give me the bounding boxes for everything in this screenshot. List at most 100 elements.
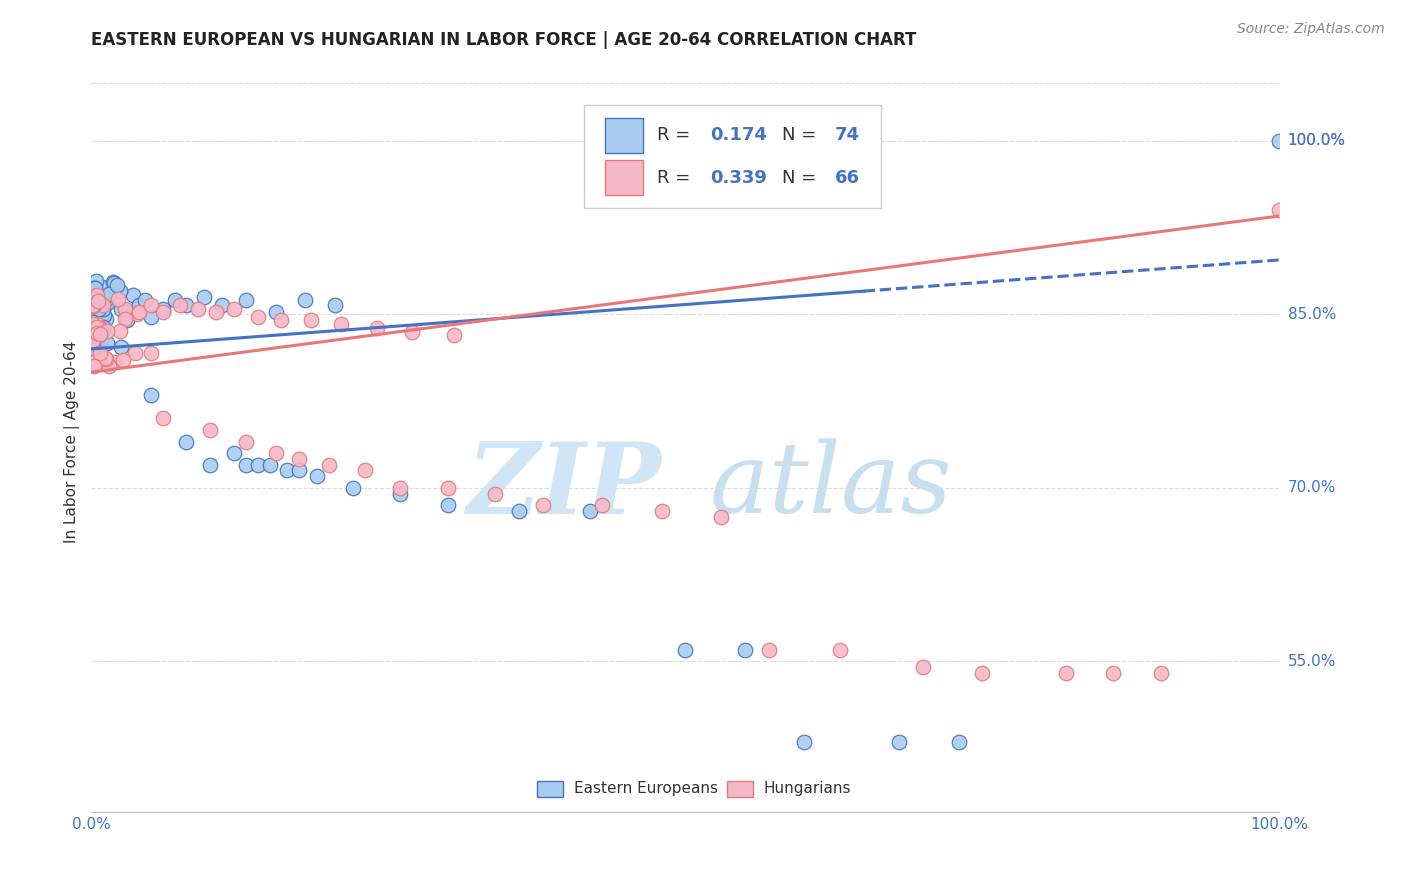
Point bbox=[1054, 665, 1077, 680]
Point bbox=[734, 642, 756, 657]
Point bbox=[87, 328, 110, 343]
Point bbox=[82, 315, 104, 329]
Point bbox=[1149, 665, 1171, 680]
Point bbox=[96, 311, 118, 326]
Point bbox=[96, 296, 118, 310]
Text: 66: 66 bbox=[835, 169, 860, 186]
Point bbox=[235, 458, 257, 472]
Point bbox=[323, 298, 346, 312]
Point bbox=[90, 333, 112, 347]
Point bbox=[93, 290, 115, 304]
Text: 0.339: 0.339 bbox=[710, 169, 768, 186]
Point bbox=[82, 284, 104, 298]
Point bbox=[82, 326, 104, 340]
FancyBboxPatch shape bbox=[585, 104, 882, 209]
Point bbox=[110, 301, 132, 316]
Point bbox=[353, 463, 375, 477]
Point bbox=[82, 341, 104, 355]
Point bbox=[828, 642, 851, 657]
Point bbox=[91, 298, 114, 312]
Point bbox=[91, 301, 114, 316]
Point bbox=[83, 336, 105, 351]
Point bbox=[114, 312, 136, 326]
Point bbox=[436, 498, 458, 512]
Point bbox=[288, 451, 311, 466]
Point bbox=[98, 359, 121, 373]
FancyBboxPatch shape bbox=[605, 160, 643, 195]
Point bbox=[793, 735, 815, 749]
Point bbox=[329, 317, 352, 331]
Point bbox=[307, 469, 329, 483]
Point bbox=[128, 298, 150, 312]
Point bbox=[139, 345, 162, 359]
Point bbox=[200, 423, 222, 437]
Point bbox=[591, 498, 613, 512]
Point bbox=[139, 310, 162, 324]
Point bbox=[205, 305, 228, 319]
Point bbox=[86, 333, 108, 347]
Point bbox=[83, 293, 105, 307]
Point bbox=[270, 313, 292, 327]
Point bbox=[82, 318, 104, 332]
Point bbox=[389, 481, 412, 495]
Point bbox=[152, 305, 174, 319]
Point bbox=[93, 308, 115, 322]
Point bbox=[139, 298, 162, 312]
Point bbox=[484, 486, 506, 500]
Point bbox=[235, 293, 257, 308]
Point bbox=[86, 320, 108, 334]
Point bbox=[82, 295, 104, 310]
Point bbox=[87, 293, 110, 308]
Point bbox=[187, 301, 209, 316]
Text: 74: 74 bbox=[835, 127, 860, 145]
Point bbox=[124, 346, 146, 360]
Point bbox=[84, 274, 107, 288]
Point bbox=[83, 286, 105, 301]
Point bbox=[176, 298, 198, 312]
Text: 100.0%: 100.0% bbox=[1288, 133, 1346, 148]
Point bbox=[82, 298, 104, 312]
Point bbox=[86, 326, 108, 340]
Point bbox=[86, 337, 108, 351]
Point bbox=[443, 328, 465, 343]
Point bbox=[84, 354, 107, 368]
Text: 55.0%: 55.0% bbox=[1288, 654, 1336, 669]
Point bbox=[193, 290, 215, 304]
Point bbox=[758, 642, 780, 657]
Point bbox=[87, 327, 110, 342]
Point bbox=[294, 293, 316, 308]
Point bbox=[83, 298, 105, 312]
Point bbox=[86, 287, 108, 301]
Point bbox=[673, 642, 696, 657]
Point bbox=[82, 299, 104, 313]
FancyBboxPatch shape bbox=[537, 780, 562, 797]
Point bbox=[276, 463, 298, 477]
Point bbox=[87, 301, 110, 316]
Point bbox=[318, 458, 340, 472]
Point bbox=[125, 307, 148, 321]
Point bbox=[103, 275, 125, 289]
Point bbox=[91, 280, 114, 294]
Point bbox=[366, 321, 388, 335]
Point bbox=[91, 320, 114, 334]
Point bbox=[401, 325, 423, 339]
Point bbox=[89, 346, 111, 360]
Point bbox=[107, 292, 129, 306]
FancyBboxPatch shape bbox=[605, 118, 643, 153]
Point bbox=[139, 388, 162, 402]
Point bbox=[96, 351, 118, 366]
Point bbox=[259, 458, 281, 472]
Text: Hungarians: Hungarians bbox=[763, 781, 852, 797]
Point bbox=[83, 281, 105, 295]
Point bbox=[103, 276, 125, 290]
Point bbox=[264, 446, 287, 460]
Point bbox=[94, 351, 117, 365]
Point bbox=[222, 301, 245, 316]
Text: EASTERN EUROPEAN VS HUNGARIAN IN LABOR FORCE | AGE 20-64 CORRELATION CHART: EASTERN EUROPEAN VS HUNGARIAN IN LABOR F… bbox=[91, 31, 917, 49]
Point bbox=[115, 313, 138, 327]
Text: N =: N = bbox=[782, 127, 821, 145]
FancyBboxPatch shape bbox=[727, 780, 754, 797]
Point bbox=[1102, 665, 1125, 680]
Point bbox=[389, 486, 412, 500]
Text: Source: ZipAtlas.com: Source: ZipAtlas.com bbox=[1237, 22, 1385, 37]
